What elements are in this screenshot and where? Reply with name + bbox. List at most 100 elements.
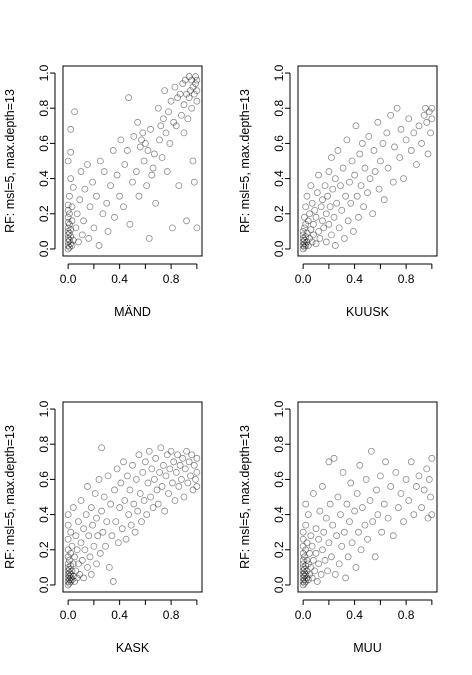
x-tick-label: 0.8 (398, 608, 415, 622)
data-point (64, 574, 72, 582)
y-tick-label: 0.2 (272, 205, 286, 222)
data-point (90, 224, 98, 232)
data-point (302, 546, 310, 554)
x-axis: 0.0 0.4 0.8 (60, 263, 198, 286)
data-point (130, 132, 138, 140)
data-point (66, 556, 73, 564)
data-point (322, 210, 330, 218)
data-point (98, 507, 106, 515)
data-point (159, 115, 167, 123)
data-point (64, 563, 72, 571)
data-point (147, 493, 154, 501)
data-point (187, 472, 194, 480)
data-point (190, 90, 198, 98)
data-point (148, 465, 156, 473)
data-point (181, 76, 189, 84)
data-point (352, 563, 360, 571)
data-point (75, 518, 82, 526)
data-point (308, 238, 316, 246)
data-point (376, 157, 384, 165)
data-point (321, 182, 329, 190)
plot-frame (62, 401, 203, 593)
data-point (328, 231, 335, 239)
data-point (132, 168, 140, 175)
plot-frame (62, 65, 203, 257)
data-point (428, 454, 436, 462)
data-point (112, 518, 120, 526)
data-point (308, 542, 316, 550)
data-point (117, 136, 125, 144)
data-point (171, 497, 179, 504)
data-point (371, 553, 379, 561)
data-point (75, 560, 82, 568)
data-point (67, 528, 75, 536)
data-point (303, 229, 311, 237)
data-point (64, 578, 72, 585)
data-point (304, 217, 312, 225)
data-point (162, 472, 170, 480)
data-point (67, 574, 75, 582)
data-point (108, 532, 116, 540)
data-point (87, 504, 95, 511)
data-point (76, 196, 84, 204)
data-point (303, 567, 311, 575)
data-point (299, 571, 307, 578)
data-point (81, 185, 89, 193)
data-point (94, 532, 102, 540)
data-point (172, 122, 180, 130)
data-point (85, 235, 93, 242)
data-point (168, 479, 176, 487)
data-point (64, 219, 72, 226)
x-axis-title: MUU (353, 641, 381, 655)
data-point (168, 224, 176, 232)
data-point (415, 472, 423, 480)
data-point (319, 546, 326, 554)
data-point (299, 578, 307, 585)
data-point (413, 483, 420, 490)
data-point (123, 147, 131, 154)
data-point (161, 507, 169, 515)
data-point (68, 217, 76, 225)
data-point (353, 192, 361, 200)
data-point (140, 157, 148, 165)
data-point (325, 458, 333, 466)
y-tick-label: 0.0 (37, 240, 51, 257)
data-point (89, 178, 96, 186)
data-point (353, 490, 361, 497)
data-point (69, 572, 77, 580)
data-point (306, 210, 313, 218)
data-point (158, 154, 166, 161)
data-point (312, 240, 320, 248)
y-axis: 0.0 0.2 0.4 0.6 0.8 1.0 (272, 64, 291, 257)
data-point (418, 504, 425, 511)
data-point (342, 192, 350, 200)
data-point (374, 118, 382, 126)
data-point (183, 217, 190, 225)
data-point (313, 578, 321, 585)
data-point (64, 238, 72, 246)
data-point (174, 94, 181, 102)
data-point (113, 465, 121, 473)
data-point (335, 560, 343, 568)
data-point (302, 233, 310, 241)
data-point (105, 563, 113, 571)
data-point (157, 444, 165, 452)
data-point (307, 182, 315, 190)
data-point (144, 147, 152, 154)
data-point (301, 569, 308, 577)
data-point (98, 444, 106, 452)
data-point (299, 242, 307, 249)
data-point (303, 192, 311, 200)
data-point (424, 514, 432, 522)
data-point (67, 578, 75, 585)
data-points (299, 104, 436, 253)
data-point (84, 161, 91, 168)
data-point (402, 476, 410, 483)
data-point (72, 224, 80, 232)
data-point (427, 493, 434, 501)
data-point (299, 556, 307, 564)
x-tick-label: 0.0 (60, 608, 77, 622)
data-point (407, 147, 415, 154)
data-point (400, 175, 407, 182)
data-point (64, 245, 72, 253)
